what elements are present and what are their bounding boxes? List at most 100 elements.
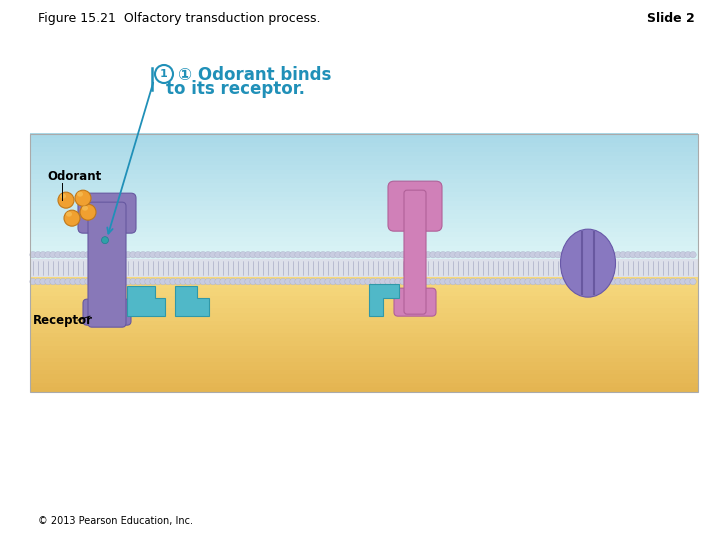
Bar xyxy=(30,383,698,388)
Bar xyxy=(30,275,698,281)
Bar xyxy=(30,346,698,350)
Ellipse shape xyxy=(590,252,596,258)
Ellipse shape xyxy=(675,278,681,285)
Ellipse shape xyxy=(455,278,462,285)
Ellipse shape xyxy=(450,252,456,258)
Ellipse shape xyxy=(420,252,426,258)
Bar xyxy=(30,142,698,147)
Ellipse shape xyxy=(635,252,642,258)
Ellipse shape xyxy=(360,252,366,258)
Bar xyxy=(30,169,698,174)
Ellipse shape xyxy=(284,278,292,285)
Ellipse shape xyxy=(430,252,436,258)
Ellipse shape xyxy=(235,278,241,285)
Ellipse shape xyxy=(65,252,71,258)
Ellipse shape xyxy=(469,278,476,285)
Ellipse shape xyxy=(330,252,336,258)
Ellipse shape xyxy=(175,278,181,285)
Ellipse shape xyxy=(510,278,516,285)
Ellipse shape xyxy=(50,278,56,285)
Ellipse shape xyxy=(140,278,146,285)
Ellipse shape xyxy=(525,252,531,258)
Ellipse shape xyxy=(120,252,126,258)
Ellipse shape xyxy=(80,252,86,258)
FancyBboxPatch shape xyxy=(388,181,442,231)
Ellipse shape xyxy=(255,278,261,285)
Ellipse shape xyxy=(415,278,421,285)
Ellipse shape xyxy=(640,278,647,285)
Bar xyxy=(30,362,698,367)
Ellipse shape xyxy=(440,278,446,285)
Ellipse shape xyxy=(180,278,186,285)
Bar xyxy=(30,370,698,375)
Ellipse shape xyxy=(80,278,86,285)
Ellipse shape xyxy=(150,252,156,258)
FancyBboxPatch shape xyxy=(83,299,131,325)
Ellipse shape xyxy=(230,252,236,258)
Ellipse shape xyxy=(370,252,377,258)
Bar xyxy=(30,366,698,372)
Bar xyxy=(30,267,698,272)
Ellipse shape xyxy=(384,252,391,258)
Ellipse shape xyxy=(480,252,486,258)
Bar xyxy=(30,240,698,246)
Ellipse shape xyxy=(550,278,557,285)
Bar xyxy=(30,178,698,183)
Ellipse shape xyxy=(575,252,581,258)
Ellipse shape xyxy=(615,252,621,258)
Bar xyxy=(30,284,698,289)
Ellipse shape xyxy=(160,252,166,258)
Bar xyxy=(30,374,698,380)
Ellipse shape xyxy=(104,278,112,285)
Ellipse shape xyxy=(265,278,271,285)
Ellipse shape xyxy=(235,252,241,258)
Bar xyxy=(30,191,698,197)
Ellipse shape xyxy=(190,278,197,285)
Ellipse shape xyxy=(474,278,481,285)
Bar xyxy=(30,350,698,355)
Ellipse shape xyxy=(245,278,251,285)
Bar xyxy=(30,209,698,214)
Ellipse shape xyxy=(680,278,686,285)
Ellipse shape xyxy=(75,190,91,206)
Ellipse shape xyxy=(384,278,391,285)
Ellipse shape xyxy=(170,252,176,258)
Ellipse shape xyxy=(580,252,586,258)
Ellipse shape xyxy=(155,252,161,258)
Ellipse shape xyxy=(575,278,581,285)
Ellipse shape xyxy=(559,252,566,258)
Ellipse shape xyxy=(199,252,206,258)
Ellipse shape xyxy=(109,278,116,285)
Ellipse shape xyxy=(379,252,386,258)
Ellipse shape xyxy=(120,278,126,285)
Ellipse shape xyxy=(180,252,186,258)
Bar xyxy=(30,379,698,384)
FancyBboxPatch shape xyxy=(88,202,126,327)
Bar xyxy=(30,182,698,188)
Ellipse shape xyxy=(315,252,321,258)
Text: © 2013 Pearson Education, Inc.: © 2013 Pearson Education, Inc. xyxy=(38,516,193,526)
Ellipse shape xyxy=(225,278,231,285)
Ellipse shape xyxy=(114,252,121,258)
Ellipse shape xyxy=(554,252,562,258)
Ellipse shape xyxy=(289,278,296,285)
Bar xyxy=(30,213,698,219)
Ellipse shape xyxy=(374,252,382,258)
Ellipse shape xyxy=(50,252,56,258)
Ellipse shape xyxy=(649,252,656,258)
Ellipse shape xyxy=(100,278,107,285)
Bar xyxy=(30,245,698,250)
Ellipse shape xyxy=(310,252,316,258)
Ellipse shape xyxy=(260,278,266,285)
Ellipse shape xyxy=(300,278,306,285)
Bar xyxy=(30,300,698,305)
Ellipse shape xyxy=(464,278,472,285)
Ellipse shape xyxy=(345,278,351,285)
Ellipse shape xyxy=(185,278,192,285)
Ellipse shape xyxy=(160,278,166,285)
Ellipse shape xyxy=(75,278,81,285)
Bar xyxy=(30,133,698,138)
Ellipse shape xyxy=(505,252,511,258)
Ellipse shape xyxy=(80,204,96,220)
Ellipse shape xyxy=(550,252,557,258)
